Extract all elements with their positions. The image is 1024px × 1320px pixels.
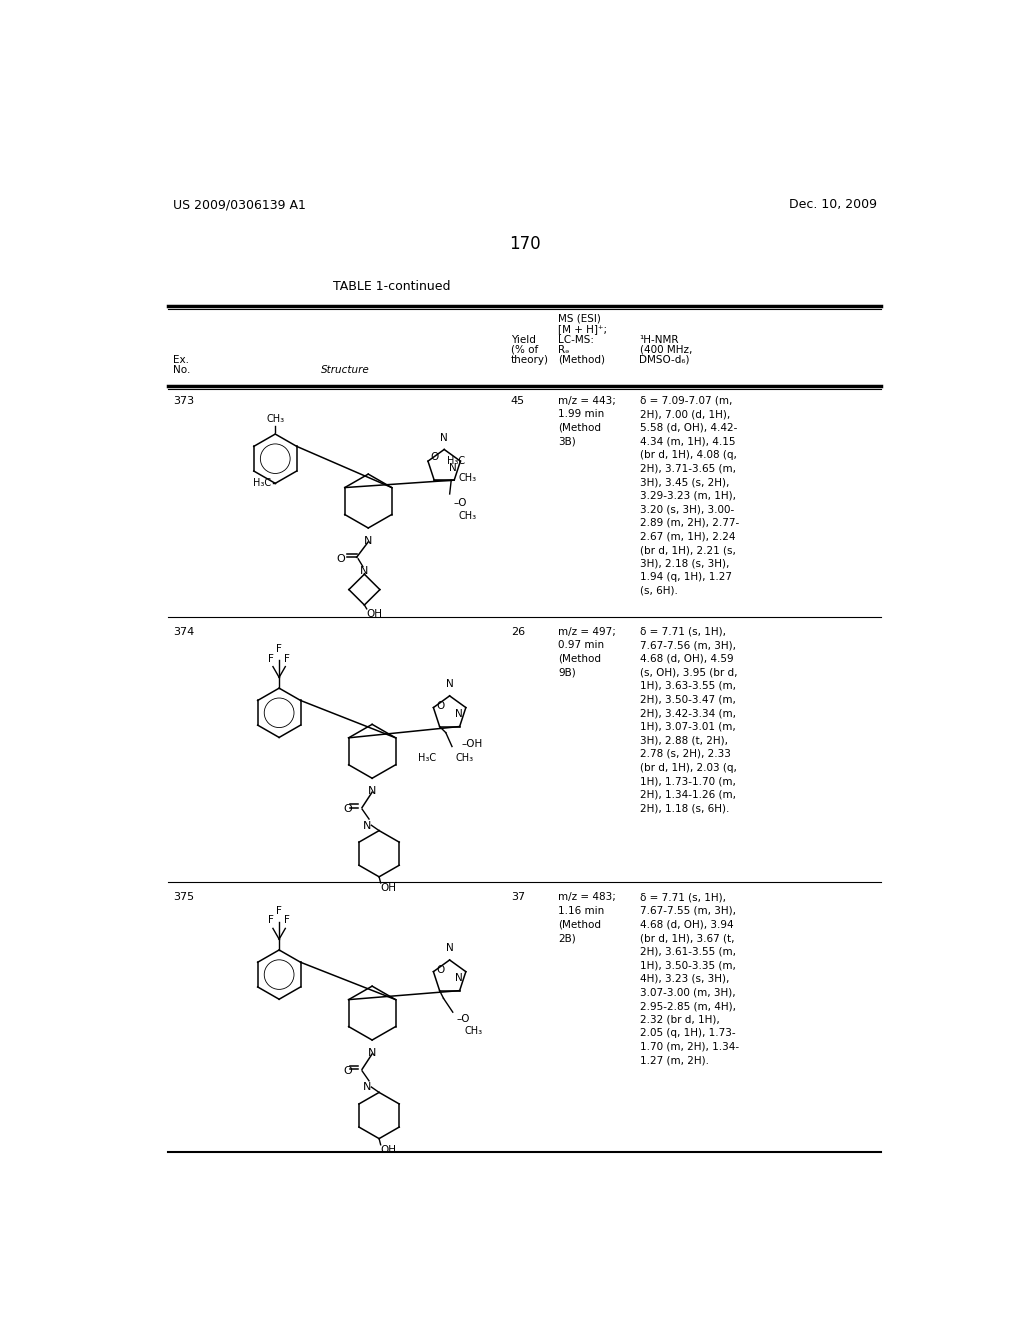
Text: CH₃: CH₃ [465,1026,482,1036]
Text: N: N [368,785,376,796]
Text: –OH: –OH [461,739,482,750]
Text: –O: –O [454,498,467,508]
Text: Ex.: Ex. [173,355,189,364]
Text: F: F [276,644,282,655]
Text: ¹H-NMR: ¹H-NMR [640,335,679,345]
Text: N: N [360,566,369,577]
Text: Structure: Structure [321,364,370,375]
Text: Rₔ: Rₔ [558,345,569,355]
Text: N: N [445,942,454,953]
Text: O: O [343,1065,351,1076]
Text: CH₃: CH₃ [266,414,285,424]
Text: δ = 7.09-7.07 (m,
2H), 7.00 (d, 1H),
5.58 (d, OH), 4.42-
4.34 (m, 1H), 4.15
(br : δ = 7.09-7.07 (m, 2H), 7.00 (d, 1H), 5.5… [640,396,738,595]
Text: 26: 26 [511,627,525,636]
Text: CH₃: CH₃ [459,473,477,483]
Text: (% of: (% of [511,345,538,355]
Text: 375: 375 [173,892,195,902]
Text: [M + H]⁺;: [M + H]⁺; [558,323,607,334]
Text: 373: 373 [173,396,195,405]
Text: (Method): (Method) [558,355,605,364]
Text: H₃C: H₃C [419,752,436,763]
Text: (400 MHz,: (400 MHz, [640,345,692,355]
Text: 37: 37 [511,892,525,902]
Text: LC-MS:: LC-MS: [558,335,594,345]
Text: 374: 374 [173,627,195,636]
Text: m/z = 443;
1.99 min
(Method
3B): m/z = 443; 1.99 min (Method 3B) [558,396,616,446]
Text: N: N [455,973,463,983]
Text: δ = 7.71 (s, 1H),
7.67-7.56 (m, 3H),
4.68 (d, OH), 4.59
(s, OH), 3.95 (br d,
1H): δ = 7.71 (s, 1H), 7.67-7.56 (m, 3H), 4.6… [640,627,737,813]
Text: theory): theory) [511,355,549,364]
Text: 45: 45 [511,396,525,405]
Text: F: F [268,653,274,664]
Text: H₃C: H₃C [447,457,466,466]
Text: H₃C: H₃C [253,478,271,488]
Text: O: O [337,554,345,564]
Text: CH₃: CH₃ [456,752,474,763]
Text: N: N [364,821,372,830]
Text: 170: 170 [509,235,541,253]
Text: US 2009/0306139 A1: US 2009/0306139 A1 [173,198,306,211]
Text: F: F [268,915,274,925]
Text: N: N [365,536,373,545]
Text: MS (ESI): MS (ESI) [558,314,601,323]
Text: F: F [284,915,290,925]
Text: N: N [445,678,454,689]
Text: F: F [284,653,290,664]
Text: OH: OH [381,883,396,892]
Text: N: N [368,1048,376,1057]
Text: O: O [430,453,438,462]
Text: N: N [455,709,463,719]
Text: No.: No. [173,364,190,375]
Text: m/z = 483;
1.16 min
(Method
2B): m/z = 483; 1.16 min (Method 2B) [558,892,616,942]
Text: δ = 7.71 (s, 1H),
7.67-7.55 (m, 3H),
4.68 (d, OH), 3.94
(br d, 1H), 3.67 (t,
2H): δ = 7.71 (s, 1H), 7.67-7.55 (m, 3H), 4.6… [640,892,738,1065]
Text: O: O [436,965,444,975]
Text: N: N [449,463,457,473]
Text: –O: –O [457,1015,470,1024]
Text: DMSO-d₆): DMSO-d₆) [640,355,690,364]
Text: O: O [343,804,351,814]
Text: CH₃: CH₃ [459,511,477,521]
Text: Dec. 10, 2009: Dec. 10, 2009 [788,198,877,211]
Text: N: N [364,1082,372,1093]
Text: OH: OH [381,1144,396,1155]
Text: O: O [436,701,444,711]
Text: TABLE 1-continued: TABLE 1-continued [333,280,451,293]
Text: F: F [276,906,282,916]
Text: Yield: Yield [511,335,536,345]
Text: m/z = 497;
0.97 min
(Method
9B): m/z = 497; 0.97 min (Method 9B) [558,627,616,677]
Text: N: N [440,433,449,442]
Text: OH: OH [367,609,383,619]
